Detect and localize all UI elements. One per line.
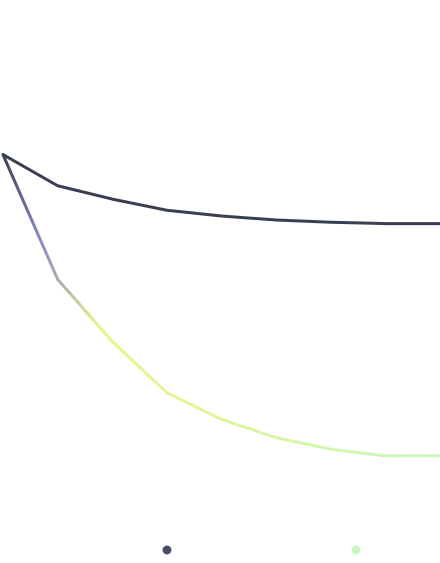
legend-item-2[interactable] [351,545,361,555]
legend [162,545,361,555]
legend-item-1[interactable] [162,545,172,555]
series-2-line [1,153,440,458]
legend-marker [162,545,172,555]
series-1-line [1,153,440,226]
plot-area [1,153,440,458]
legend-marker [351,545,361,555]
